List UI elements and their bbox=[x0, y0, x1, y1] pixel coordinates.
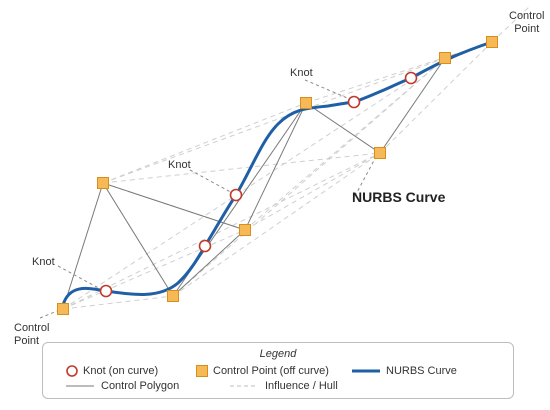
label-control-point-bottom: Control Point bbox=[14, 322, 49, 348]
control-point bbox=[57, 303, 69, 315]
label-line: Control bbox=[509, 10, 545, 22]
hull-line bbox=[379, 41, 493, 154]
label-control-point-top: Control Point bbox=[509, 10, 544, 36]
label-knot-left: Knot bbox=[32, 256, 55, 268]
knot-icon bbox=[66, 365, 78, 377]
control-points bbox=[57, 36, 498, 315]
control-point bbox=[439, 52, 451, 64]
control-point bbox=[374, 147, 386, 159]
hull-line bbox=[102, 152, 381, 184]
leader-line bbox=[304, 79, 353, 101]
knot-point bbox=[404, 71, 418, 85]
control-point bbox=[300, 97, 312, 109]
legend-label-knot: Knot (on curve) bbox=[83, 365, 159, 377]
legend-item-curve: NURBS Curve bbox=[351, 365, 457, 377]
control-point bbox=[167, 290, 179, 302]
hull-line-icon bbox=[230, 385, 258, 387]
label-line: Point bbox=[514, 23, 540, 35]
knot-point bbox=[198, 239, 212, 253]
hull-line bbox=[244, 152, 381, 231]
legend-box: Legend Knot (on curve) Control Point (of… bbox=[42, 342, 514, 399]
label-knot-top: Knot bbox=[290, 67, 313, 79]
knots bbox=[99, 71, 418, 298]
legend-item-polygon: Control Polygon bbox=[65, 380, 179, 392]
control-point bbox=[97, 177, 109, 189]
knot-point bbox=[347, 95, 361, 109]
hull-line bbox=[62, 295, 174, 310]
control-polygon bbox=[62, 41, 493, 310]
control-polygon-line bbox=[62, 41, 493, 310]
knot-point bbox=[229, 188, 243, 202]
knot-point bbox=[99, 284, 113, 298]
curve-line-icon bbox=[352, 369, 380, 373]
hull-line bbox=[244, 57, 446, 231]
hull-lines bbox=[62, 5, 531, 310]
polygon-line-icon bbox=[66, 385, 94, 387]
leader-line bbox=[189, 169, 237, 196]
label-knot-middle: Knot bbox=[168, 159, 191, 171]
hull-line bbox=[62, 152, 381, 310]
leader-line bbox=[354, 152, 379, 197]
legend-label-polygon: Control Polygon bbox=[101, 380, 180, 392]
legend-label-control-point: Control Point (off curve) bbox=[213, 365, 329, 377]
control-point bbox=[486, 36, 498, 48]
hull-line bbox=[102, 57, 446, 184]
nurbs-curve bbox=[61, 40, 494, 307]
control-polygon-extra bbox=[102, 182, 246, 231]
hull-line bbox=[62, 229, 246, 310]
hull-line bbox=[102, 102, 307, 184]
label-line: Control bbox=[14, 322, 50, 334]
legend-item-hull: Influence / Hull bbox=[229, 380, 338, 392]
hull-line bbox=[62, 57, 446, 310]
leader-line bbox=[57, 265, 105, 292]
legend-item-control-point: Control Point (off curve) bbox=[195, 365, 329, 377]
control-point-icon bbox=[196, 365, 208, 377]
legend-label-hull: Influence / Hull bbox=[265, 380, 338, 392]
legend-item-knot: Knot (on curve) bbox=[65, 365, 158, 377]
hull-line bbox=[172, 152, 381, 297]
legend-label-curve: NURBS Curve bbox=[386, 365, 457, 377]
leader-lines bbox=[39, 79, 379, 319]
hull-line bbox=[172, 57, 446, 297]
curve-title: NURBS Curve bbox=[352, 189, 446, 205]
legend-title: Legend bbox=[259, 348, 297, 360]
label-line: Point bbox=[14, 335, 40, 347]
control-point bbox=[239, 224, 251, 236]
